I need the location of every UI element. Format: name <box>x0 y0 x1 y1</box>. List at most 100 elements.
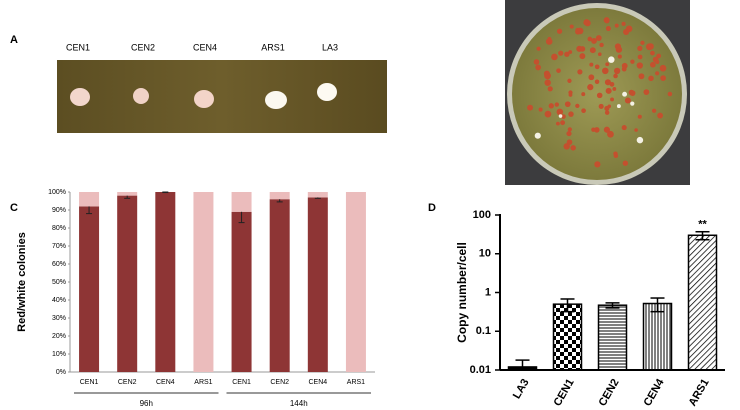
colony <box>605 62 610 67</box>
colony <box>613 151 618 156</box>
colony <box>533 59 540 65</box>
bar-segment <box>79 206 100 372</box>
y-tick-label: 80% <box>52 225 66 232</box>
colony <box>636 62 643 69</box>
colony <box>613 67 621 75</box>
colony <box>575 27 580 33</box>
colony <box>604 110 610 115</box>
colony <box>607 130 614 138</box>
colony <box>616 104 621 109</box>
colony <box>652 56 659 63</box>
colony <box>605 26 611 32</box>
colony <box>612 87 617 91</box>
colony <box>651 108 657 113</box>
colony <box>637 114 642 119</box>
bar-segment <box>307 192 328 198</box>
colony-spot <box>194 90 214 108</box>
colony <box>544 72 551 80</box>
colony <box>628 89 635 96</box>
colony <box>564 101 571 108</box>
y-axis-label: Copy number/cell <box>455 242 469 343</box>
strain-label: LA3 <box>322 42 338 52</box>
colony <box>630 101 635 106</box>
colony <box>560 120 566 126</box>
bar-segment <box>155 192 176 372</box>
error-bar <box>162 191 169 194</box>
bar-segment <box>345 192 366 372</box>
x-tick-label: ARS1 <box>347 379 365 386</box>
colony <box>605 87 612 94</box>
colony <box>617 54 622 59</box>
colony <box>637 54 643 60</box>
x-tick-label: CEN2 <box>118 379 137 386</box>
colony <box>630 59 635 64</box>
colony <box>563 143 570 150</box>
y-tick-label: 10% <box>52 351 66 358</box>
bar <box>552 303 583 371</box>
y-tick-label: 30% <box>52 315 66 322</box>
bar-segment <box>231 192 252 212</box>
colony <box>603 126 610 133</box>
bar-segment <box>269 199 290 372</box>
colony <box>579 46 586 52</box>
colony-spot <box>70 88 90 106</box>
colony <box>534 132 541 139</box>
colony-spot <box>133 88 149 104</box>
colony <box>567 78 572 83</box>
x-tick-label: CEN2 <box>270 379 289 386</box>
colony <box>569 24 574 29</box>
y-tick-label: 20% <box>52 333 66 340</box>
colony <box>640 40 645 45</box>
colony <box>538 107 543 112</box>
colony <box>566 130 572 137</box>
y-tick-label: 0% <box>56 369 66 376</box>
colony <box>564 51 570 57</box>
colony-spot <box>317 83 337 101</box>
colony <box>610 97 615 102</box>
colony <box>567 127 572 132</box>
colony <box>561 114 566 120</box>
colony <box>602 67 609 75</box>
colony <box>544 79 551 86</box>
colony <box>667 91 673 97</box>
panel-label: A <box>10 34 18 46</box>
colony <box>587 36 593 42</box>
colony <box>589 47 596 54</box>
colony <box>659 64 667 72</box>
y-tick-label: 100 <box>473 209 491 221</box>
y-tick-label: 70% <box>52 243 66 250</box>
colony <box>535 64 542 71</box>
colony <box>570 145 576 151</box>
colony <box>589 62 594 67</box>
x-tick-label: CEN1 <box>232 379 251 386</box>
strain-label: CEN1 <box>66 42 90 52</box>
colony <box>575 103 580 109</box>
significance-label: ** <box>698 219 707 231</box>
colony <box>657 112 664 119</box>
colony <box>545 38 553 45</box>
agar <box>512 8 682 180</box>
colony <box>581 108 586 114</box>
colony <box>603 17 610 24</box>
colony <box>548 103 554 109</box>
colony <box>660 75 666 81</box>
x-tick-label: ARS1 <box>687 377 712 408</box>
colony <box>594 79 600 85</box>
y-tick-label: 0.01 <box>470 364 491 376</box>
colony <box>558 114 563 118</box>
colony <box>596 92 603 99</box>
colony <box>551 53 558 61</box>
colony <box>583 19 590 26</box>
x-tick-label: CEN2 <box>597 377 622 408</box>
photo-a <box>57 60 387 133</box>
x-tick-label: CEN4 <box>308 379 327 386</box>
photo-background <box>57 60 387 133</box>
colony <box>568 111 574 117</box>
colony <box>650 50 655 56</box>
colony <box>568 50 573 54</box>
colony <box>555 121 560 126</box>
colony <box>594 161 601 168</box>
colony <box>556 68 561 73</box>
colony <box>623 28 630 35</box>
